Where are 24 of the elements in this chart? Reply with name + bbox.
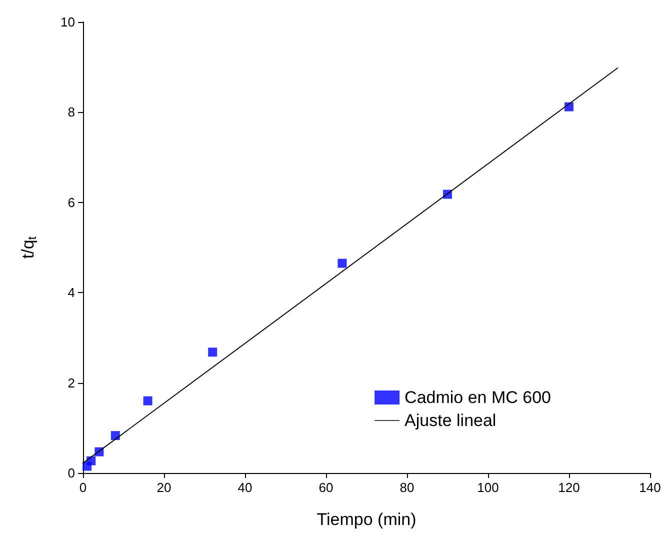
x-tick-label: 20 xyxy=(156,480,172,495)
y-tick-label: 8 xyxy=(68,104,75,120)
y-tick-label: 0 xyxy=(68,466,75,480)
y-axis-title: t/qt xyxy=(18,236,39,259)
point xyxy=(338,258,347,268)
x-tick-label: 60 xyxy=(318,480,334,495)
point xyxy=(564,102,574,112)
y-tick-label: 10 xyxy=(60,14,75,30)
legend-label: Ajuste lineal xyxy=(404,411,496,430)
x-tick-label: 120 xyxy=(558,480,580,495)
x-tick-label: 140 xyxy=(639,480,661,495)
point xyxy=(110,431,120,440)
y-tick-label: 4 xyxy=(68,285,75,300)
x-axis-title: Tiempo (min) xyxy=(316,510,416,529)
y-tick-label: 6 xyxy=(68,194,75,210)
point xyxy=(143,396,152,406)
point xyxy=(86,456,96,466)
legend-label: Cadmio en MC 600 xyxy=(404,388,552,407)
x-tick-label: 40 xyxy=(238,480,252,495)
x-tick-label: 0 xyxy=(79,480,87,495)
x-tick-label: 80 xyxy=(400,480,414,495)
y-tick-label: 2 xyxy=(68,375,75,390)
x-tick-label: 100 xyxy=(477,480,499,495)
point xyxy=(208,348,218,357)
